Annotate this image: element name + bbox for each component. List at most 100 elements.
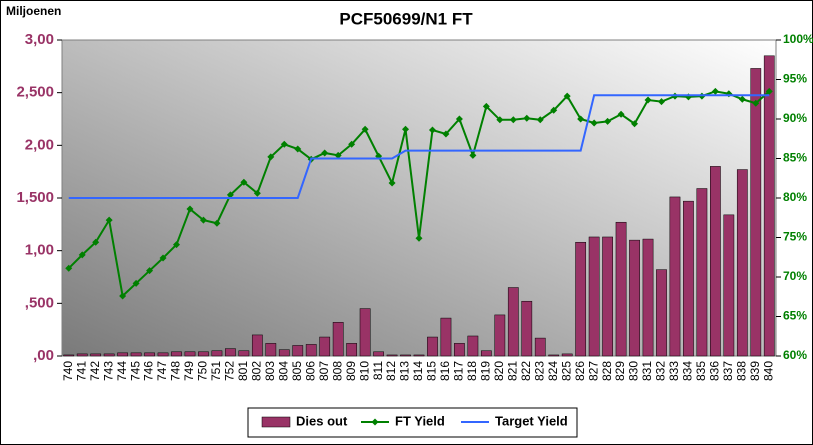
marker [442,130,450,138]
y-axis-label: Miljoenen [6,4,61,18]
marker [294,145,302,153]
marker [226,191,234,199]
x-tick-label: 746 [142,361,156,381]
line [68,94,770,199]
x-tick-label: 750 [196,361,210,381]
bar [467,335,479,357]
x-tick-label: 741 [74,361,88,381]
bar [750,68,762,357]
marker [428,126,436,134]
marker [199,216,207,224]
x-tick-label: 801 [236,361,250,381]
marker [159,254,167,262]
x-tick-label: 815 [425,361,439,381]
bar [480,350,492,357]
y2-tick-label: 65% [783,309,807,323]
bar [171,351,182,357]
bar [413,354,425,357]
bar [642,238,654,357]
y2-tick-label: 95% [783,72,807,86]
x-tick-label: 837 [721,361,735,381]
bar [63,354,75,357]
x-tick-label: 836 [708,361,722,381]
y2-tick-label: 60% [783,348,807,362]
x-tick-label: 819 [479,361,493,381]
x-tick-label: 805 [290,361,304,381]
x-tick-label: 833 [667,361,681,381]
marker [119,292,127,300]
bar [588,236,600,357]
x-tick-label: 804 [276,361,290,381]
bar [669,196,681,357]
marker [631,120,639,128]
legend-swatch [261,416,291,428]
legend-label: Target Yield [495,413,568,428]
marker [765,87,773,95]
marker [173,241,181,249]
x-tick-label: 743 [101,361,115,381]
marker [657,98,665,106]
legend: Dies out FT Yield Target Yield [247,407,578,438]
bar [494,314,506,357]
bar [534,337,546,357]
marker [496,116,504,124]
marker [348,140,356,148]
x-tick-label: 802 [250,361,264,381]
x-tick-label: 828 [600,361,614,381]
x-tick-label: 814 [411,361,425,381]
y2-tick-label: 80% [783,190,807,204]
x-tick-label: 827 [586,361,600,381]
marker [253,189,261,197]
marker [752,99,760,107]
bar [211,350,223,357]
y-tick-label: 1,500 [16,189,54,206]
bar [386,354,398,357]
marker [146,267,154,275]
legend-label: FT Yield [395,413,445,428]
y2-tick-label: 70% [783,269,807,283]
marker [563,92,571,100]
x-tick-label: 748 [169,361,183,381]
marker [617,110,625,118]
bar [615,221,627,357]
x-tick-label: 838 [734,361,748,381]
bar [198,351,209,357]
marker [240,178,248,186]
bar [427,336,438,357]
x-tick-label: 834 [681,361,695,381]
y-tick-label: 3,00 [25,31,54,48]
bar [723,214,735,357]
bar [656,269,667,357]
marker [577,115,585,123]
bar [90,353,102,357]
bar [103,353,115,357]
marker [213,219,221,227]
x-tick-label: 829 [613,361,627,381]
x-tick-label: 810 [357,361,371,381]
x-tick-label: 807 [317,361,331,381]
x-tick-label: 747 [155,361,169,381]
bar [332,322,344,357]
x-tick-label: 818 [465,361,479,381]
bar [251,334,263,357]
marker [482,102,490,110]
bar [548,354,560,357]
x-tick-label: 749 [182,361,196,381]
bar [238,350,250,357]
marker [644,96,652,104]
y-tick-label: ,500 [25,294,54,311]
bar [683,200,694,357]
bar [521,300,533,357]
bar [359,308,371,357]
marker [738,95,746,103]
x-tick-label: 806 [303,361,317,381]
bar [373,351,384,357]
bar [763,55,775,357]
x-tick-label: 821 [505,361,519,381]
bar [629,239,640,357]
y-tick-label: 1,00 [25,242,54,259]
marker [280,140,288,148]
y2-tick-label: 100% [783,32,813,46]
x-tick-label: 839 [748,361,762,381]
